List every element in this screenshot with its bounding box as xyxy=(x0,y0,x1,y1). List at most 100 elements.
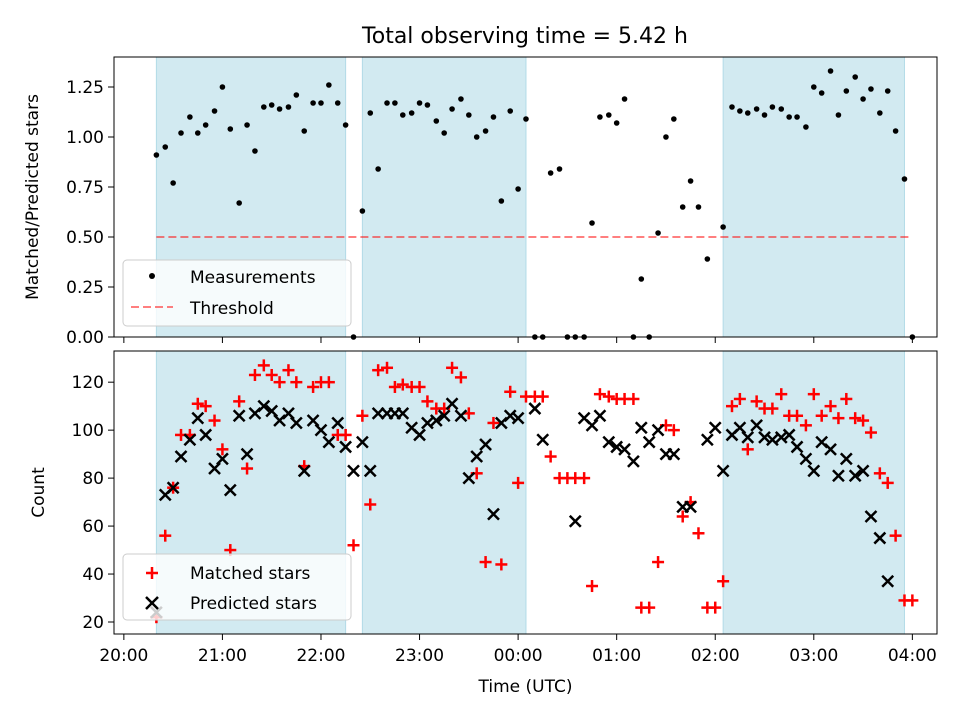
matched-star-point xyxy=(273,376,286,389)
measurement-point xyxy=(219,84,226,90)
predicted-star-point xyxy=(684,500,697,514)
matched-star-point xyxy=(356,409,369,422)
matched-star-point xyxy=(578,472,591,485)
threshold-legend-label: Threshold xyxy=(189,299,274,319)
predicted-star-point xyxy=(708,421,722,435)
measurement-point xyxy=(638,276,645,282)
predicted-star-point xyxy=(790,440,804,454)
predicted-star-point xyxy=(216,452,229,466)
measurement-point xyxy=(187,114,193,120)
measurement-point xyxy=(605,112,612,118)
matched-star-point xyxy=(257,359,270,372)
matched-star-point xyxy=(159,529,172,542)
y-tick-label: 100 xyxy=(72,421,104,441)
measurement-point xyxy=(818,90,825,96)
y-tick-label: 0.50 xyxy=(66,228,104,248)
predicted-stars-legend-label: Predicted stars xyxy=(190,594,317,614)
predicted-star-point xyxy=(839,452,853,466)
measurement-point xyxy=(482,128,489,134)
predicted-star-point xyxy=(421,416,434,430)
predicted-stars-legend-marker xyxy=(145,596,159,610)
measurement-point xyxy=(687,178,694,184)
predicted-star-point xyxy=(642,435,656,449)
predicted-star-point xyxy=(479,438,492,451)
measurement-point xyxy=(153,152,160,158)
matched-star-point xyxy=(381,361,394,374)
predicted-star-point xyxy=(503,409,517,423)
matched-star-point xyxy=(241,462,254,475)
matched-star-point xyxy=(766,402,779,415)
predicted-star-point xyxy=(700,433,714,447)
measurement-point xyxy=(794,114,800,120)
measurement-point xyxy=(843,88,850,94)
x-tick-label: 04:00 xyxy=(888,646,937,666)
measurement-point xyxy=(498,198,505,204)
measurement-point xyxy=(868,86,874,92)
measurement-point xyxy=(835,112,842,118)
measurement-point xyxy=(515,186,521,192)
matched-stars-legend-marker xyxy=(146,567,158,579)
measurement-point xyxy=(326,82,332,88)
matched-star-point xyxy=(881,476,894,489)
predicted-star-point xyxy=(832,469,845,483)
matched-star-point xyxy=(544,450,557,463)
y-tick-label: 0.75 xyxy=(66,178,104,198)
measurement-point xyxy=(236,200,242,206)
predicted-star-point xyxy=(593,409,607,423)
predicted-star-point xyxy=(331,416,345,430)
matched-star-point xyxy=(824,400,837,413)
matched-star-point xyxy=(832,412,845,425)
predicted-star-point xyxy=(199,428,213,442)
matched-star-point xyxy=(364,498,377,511)
predicted-star-point xyxy=(240,447,254,461)
matched-star-point xyxy=(495,558,508,571)
measurements-legend-label: Measurements xyxy=(190,268,316,288)
y-tick-label: 120 xyxy=(72,373,104,393)
bottom-y-axis-label: Count xyxy=(29,467,49,518)
predicted-star-point xyxy=(824,442,837,456)
measurement-point xyxy=(399,112,406,118)
predicted-star-point xyxy=(741,430,755,444)
measurement-point xyxy=(877,110,883,116)
measurement-point xyxy=(901,176,908,182)
bottom-panel: 20 40 60 80 100 120 20:00 21:00 22:00 23:00 00:00… xyxy=(29,350,938,697)
predicted-star-point xyxy=(322,435,336,449)
matched-star-point xyxy=(676,510,689,523)
predicted-star-point xyxy=(445,397,459,411)
measurement-point xyxy=(310,100,316,106)
measurement-point xyxy=(744,110,751,116)
matched-star-point xyxy=(208,414,221,427)
measurement-point xyxy=(613,120,620,126)
matched-star-point xyxy=(717,575,730,588)
matched-star-point xyxy=(512,476,525,489)
predicted-star-point xyxy=(758,430,771,444)
measurement-point xyxy=(778,106,785,112)
measurement-point xyxy=(507,108,514,114)
measurement-point xyxy=(392,100,398,106)
predicted-star-point xyxy=(166,481,180,495)
measurement-point xyxy=(860,96,866,102)
top-axes-frame xyxy=(113,56,938,338)
matched-star-point xyxy=(643,601,656,614)
predicted-star-point xyxy=(856,464,870,478)
measurement-point xyxy=(753,106,760,112)
measurement-point xyxy=(597,114,603,120)
measurement-point xyxy=(704,256,711,262)
x-tick-label: 00:00 xyxy=(494,646,543,666)
measurement-point xyxy=(547,170,554,176)
measurement-point xyxy=(178,130,184,136)
y-tick-label: 0.00 xyxy=(66,328,104,348)
predicted-star-point xyxy=(297,464,311,478)
predicted-star-point xyxy=(223,483,237,497)
matched-star-point xyxy=(339,428,352,441)
predicted-star-point xyxy=(799,452,813,466)
matched-stars-legend-label: Matched stars xyxy=(190,564,310,584)
measurement-point xyxy=(359,208,366,214)
predicted-star-point xyxy=(568,514,582,528)
matched-star-point xyxy=(396,378,409,391)
predicted-star-point xyxy=(363,464,377,478)
figure-title: Total observing time = 5.42 h xyxy=(361,24,688,49)
measurement-point xyxy=(458,96,464,102)
measurement-point xyxy=(671,116,677,122)
